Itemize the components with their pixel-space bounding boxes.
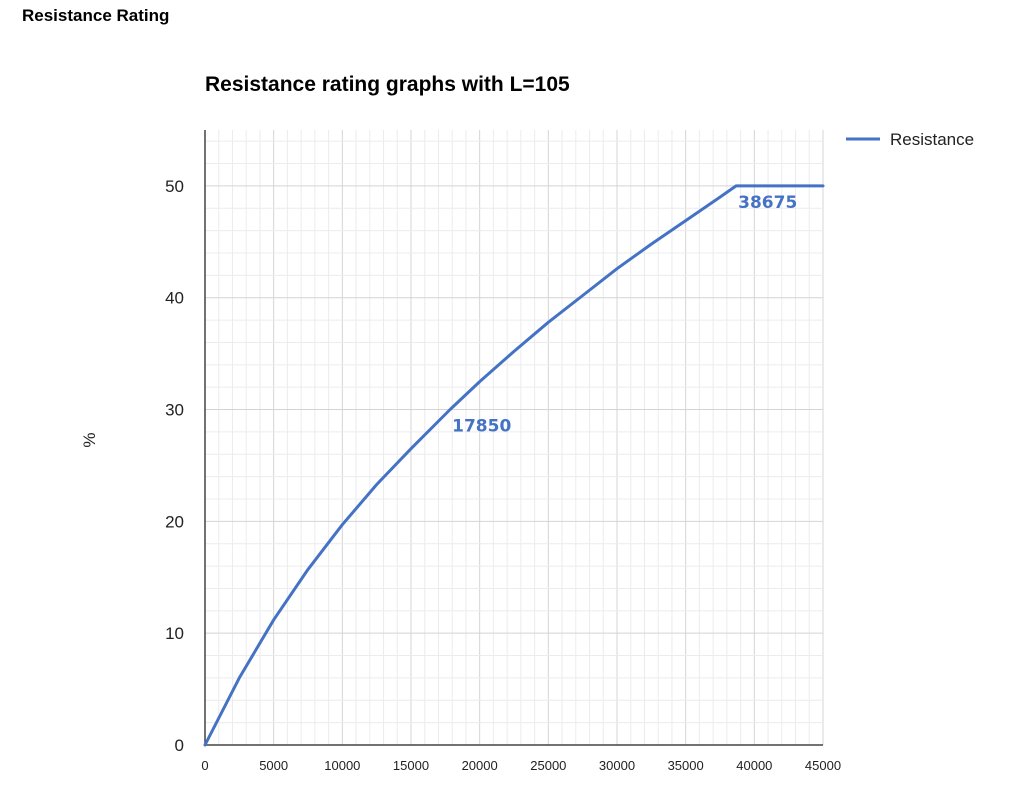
y-tick-label: 30 <box>165 401 184 420</box>
chart-title: Resistance rating graphs with L=105 <box>205 73 570 96</box>
y-tick-label: 20 <box>165 512 184 531</box>
x-tick-label: 0 <box>201 758 208 773</box>
legend: Resistance <box>846 130 974 149</box>
series-line-resistance <box>203 184 825 747</box>
x-tick-label: 5000 <box>259 758 288 773</box>
x-tick-label: 30000 <box>599 758 635 773</box>
y-tick-label: 40 <box>165 289 184 308</box>
x-tick-label: 40000 <box>736 758 772 773</box>
x-tick-label: 15000 <box>393 758 429 773</box>
y-axis-label: % <box>80 432 99 447</box>
x-tick-labels: 0 5000 10000 15000 20000 25000 30000 35000 40000… <box>201 758 841 773</box>
data-label: 17850 <box>452 417 511 437</box>
x-tick-label: 25000 <box>530 758 566 773</box>
data-label: 38675 <box>738 193 797 213</box>
x-tick-label: 45000 <box>805 758 841 773</box>
series-group <box>203 184 825 747</box>
axes <box>204 130 823 746</box>
y-tick-label: 50 <box>165 177 184 196</box>
x-tick-label: 10000 <box>324 758 360 773</box>
y-tick-label: 0 <box>175 736 184 755</box>
grid <box>204 130 824 746</box>
x-tick-label: 20000 <box>462 758 498 773</box>
legend-label: Resistance <box>890 130 974 149</box>
page-heading: Resistance Rating <box>22 6 170 25</box>
y-tick-label: 10 <box>165 624 184 643</box>
annotations: 17850 38675 <box>452 193 797 437</box>
x-tick-label: 35000 <box>668 758 704 773</box>
y-tick-labels: 0 10 20 30 40 50 <box>165 177 184 755</box>
